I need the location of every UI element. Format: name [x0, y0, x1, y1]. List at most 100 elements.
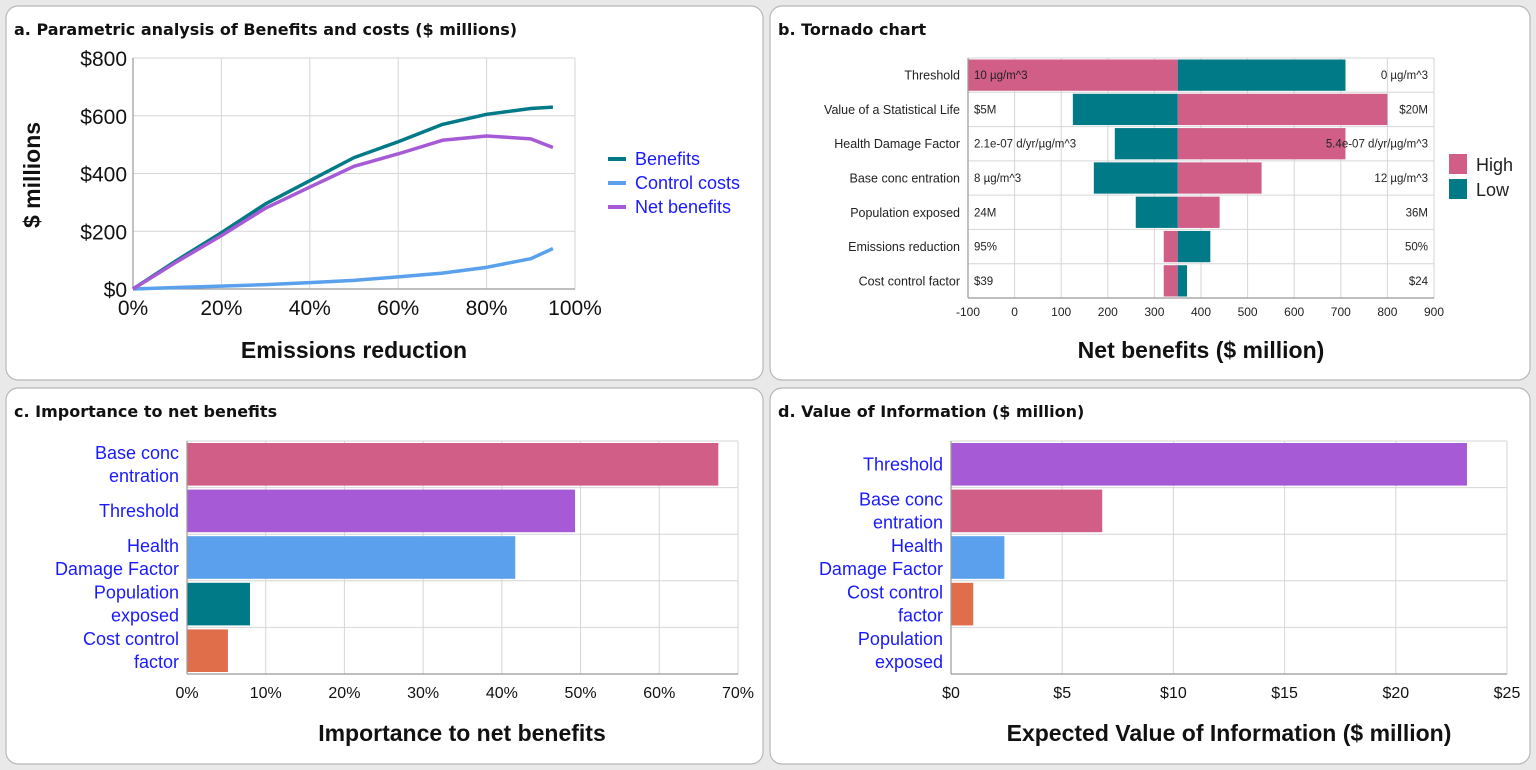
- legend-label: Benefits: [635, 149, 700, 169]
- category-label: factor: [134, 652, 179, 672]
- x-tick-label: 40%: [289, 297, 331, 320]
- chart-title: c. Importance to net benefits: [14, 402, 277, 421]
- category-label: Threshold: [904, 69, 960, 83]
- bar-high: [1163, 265, 1178, 297]
- category-label: Cost control: [847, 583, 943, 603]
- x-tick-label: 60%: [377, 297, 419, 320]
- low-input-label: 8 µg/m^3: [974, 173, 1021, 185]
- bar-high: [1177, 162, 1262, 194]
- x-tick-label: 500: [1238, 305, 1258, 319]
- low-input-label: $39: [974, 276, 993, 288]
- legend-swatch: [1449, 154, 1467, 174]
- y-tick-label: $200: [80, 221, 127, 244]
- x-tick-label: 60%: [643, 685, 675, 702]
- high-input-label: 50%: [1405, 242, 1428, 254]
- bar-low: [1093, 162, 1178, 194]
- category-label: Health: [127, 536, 179, 556]
- x-tick-label: 10%: [250, 685, 282, 702]
- category-label: Emissions reduction: [848, 240, 960, 254]
- chart-title: a. Parametric analysis of Benefits and c…: [14, 20, 517, 39]
- bar: [951, 536, 1005, 579]
- x-tick-label: 200: [1098, 305, 1118, 319]
- series-line-benefits: [132, 105, 554, 291]
- x-tick-label: 0%: [175, 685, 198, 702]
- high-input-label: $24: [1409, 276, 1429, 288]
- x-axis-label: Expected Value of Information ($ million…: [1007, 720, 1452, 746]
- bar: [187, 443, 719, 486]
- category-label: Population: [858, 629, 943, 649]
- bar: [187, 489, 576, 533]
- category-label: Population: [94, 583, 179, 603]
- category-label: Cost control: [83, 629, 179, 649]
- x-tick-label: $5: [1053, 685, 1071, 702]
- x-tick-label: 300: [1144, 305, 1164, 319]
- bar-low: [1177, 59, 1346, 91]
- category-label: Health: [891, 536, 943, 556]
- x-tick-label: 600: [1284, 305, 1304, 319]
- category-label: Value of a Statistical Life: [824, 103, 960, 117]
- x-tick-label: 20%: [200, 297, 242, 320]
- bar-high: [968, 59, 1178, 91]
- y-tick-label: $800: [80, 48, 127, 71]
- category-label: Base conc: [95, 443, 179, 463]
- x-tick-label: 70%: [722, 685, 754, 702]
- category-label: exposed: [111, 606, 179, 626]
- bar: [951, 443, 1467, 486]
- legend-label: High: [1476, 155, 1513, 175]
- legend-label: Net benefits: [635, 197, 731, 217]
- chart-title: b. Tornado chart: [778, 20, 927, 39]
- x-tick-label: $20: [1382, 685, 1409, 702]
- bar-high: [1177, 128, 1346, 160]
- x-tick-label: 30%: [407, 685, 439, 702]
- bar-low: [1177, 265, 1188, 297]
- y-tick-label: $600: [80, 106, 127, 129]
- high-input-label: 0 µg/m^3: [1381, 70, 1428, 82]
- bar-high: [1177, 93, 1388, 126]
- x-tick-label: 0%: [118, 297, 148, 320]
- low-input-label: $5M: [974, 104, 996, 116]
- bar-low: [1072, 93, 1178, 126]
- low-input-label: 10 µg/m^3: [974, 70, 1028, 82]
- x-tick-label: 700: [1331, 305, 1351, 319]
- high-input-label: 12 µg/m^3: [1374, 173, 1428, 185]
- category-label: entration: [873, 512, 943, 532]
- category-label: Health Damage Factor: [834, 137, 960, 151]
- category-label: Damage Factor: [55, 559, 179, 579]
- x-tick-label: 100: [1051, 305, 1071, 319]
- x-tick-label: 900: [1424, 305, 1444, 319]
- x-tick-label: 50%: [565, 685, 597, 702]
- legend-label: Control costs: [635, 173, 740, 193]
- x-tick-label: 0: [1011, 305, 1018, 319]
- category-label: Base conc entration: [850, 172, 961, 186]
- bar: [951, 582, 974, 626]
- x-tick-label: -100: [956, 305, 980, 319]
- chart-title: d. Value of Information ($ million): [778, 402, 1084, 421]
- category-label: Population exposed: [850, 206, 960, 220]
- bar: [187, 582, 250, 626]
- category-label: Cost control factor: [859, 274, 960, 288]
- bar: [187, 629, 228, 672]
- y-axis-label: $ millions: [19, 122, 45, 228]
- x-tick-label: $0: [942, 685, 960, 702]
- bar-high: [1163, 230, 1178, 263]
- low-input-label: 24M: [974, 207, 996, 219]
- x-tick-label: $25: [1494, 685, 1521, 702]
- x-tick-label: 40%: [486, 685, 518, 702]
- x-tick-label: 80%: [466, 297, 508, 320]
- x-tick-label: $10: [1160, 685, 1187, 702]
- high-input-label: 36M: [1406, 207, 1428, 219]
- bar: [187, 536, 516, 579]
- x-axis-label: Importance to net benefits: [318, 720, 606, 746]
- category-label: Threshold: [863, 454, 943, 474]
- category-label: entration: [109, 466, 179, 486]
- series-line-control-costs: [132, 246, 554, 291]
- category-label: Threshold: [99, 501, 179, 521]
- legend-swatch: [1449, 179, 1467, 199]
- x-tick-label: 400: [1191, 305, 1211, 319]
- series-line-net-benefits: [132, 134, 554, 291]
- bar-low: [1135, 196, 1178, 228]
- low-input-label: 2.1e-07 d/yr/µg/m^3: [974, 139, 1076, 151]
- high-input-label: $20M: [1399, 104, 1428, 116]
- category-label: exposed: [875, 652, 943, 672]
